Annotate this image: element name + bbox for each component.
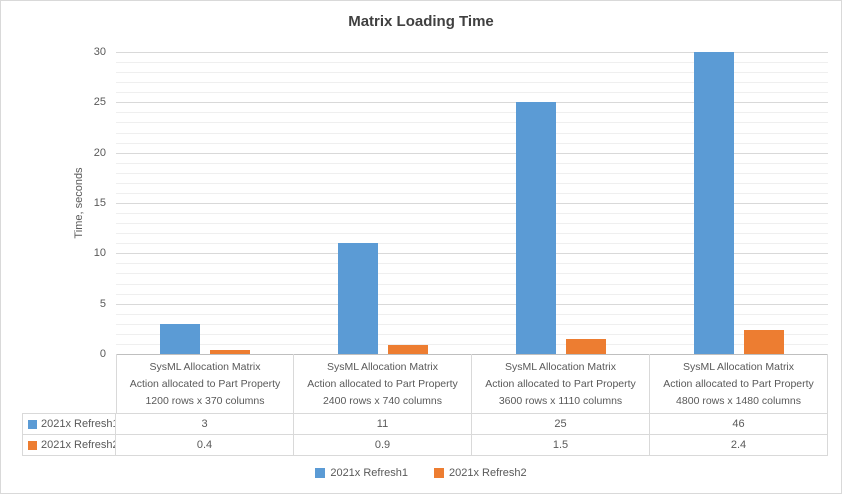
chart-bar[interactable]	[566, 339, 606, 354]
gridline-minor	[116, 344, 828, 345]
chart-bar[interactable]	[210, 350, 250, 354]
gridline-minor	[116, 334, 828, 335]
category-label-line: SysML Allocation Matrix	[682, 361, 795, 373]
gridline-minor	[116, 193, 828, 194]
gridline-minor	[116, 143, 828, 144]
data-table-value: 25	[472, 414, 650, 435]
chart-bar[interactable]	[744, 330, 784, 354]
gridline-minor	[116, 82, 828, 83]
gridline-minor	[116, 223, 828, 224]
category-label-line: SysML Allocation Matrix	[504, 361, 617, 373]
chart-bar[interactable]	[694, 52, 734, 354]
chart-bar[interactable]	[338, 243, 378, 354]
category-label: SysML Allocation Matrix Action allocated …	[116, 354, 294, 414]
gridline-minor	[116, 284, 828, 285]
data-table-value: 1.5	[472, 435, 650, 456]
gridline-minor	[116, 173, 828, 174]
category-label-line: Action allocated to Part Property	[663, 378, 814, 390]
gridline-minor	[116, 62, 828, 63]
gridline-minor	[116, 213, 828, 214]
legend-label: 2021x Refresh1	[330, 467, 408, 479]
category-label-line: 4800 rows x 1480 columns	[676, 395, 801, 407]
y-tick-label: 25	[93, 96, 106, 108]
gridline-minor	[116, 183, 828, 184]
chart-bar[interactable]	[388, 345, 428, 354]
gridline-minor	[116, 324, 828, 325]
category-label: SysML Allocation Matrix Action allocated …	[294, 354, 472, 414]
series-name: 2021x Refresh2	[41, 439, 116, 451]
gridline-minor	[116, 112, 828, 113]
category-label-line: Action allocated to Part Property	[485, 378, 636, 390]
chart-bar[interactable]	[160, 324, 200, 354]
category-label-line: SysML Allocation Matrix	[149, 361, 261, 373]
category-label: SysML Allocation Matrix Action allocated …	[472, 354, 650, 414]
gridline-minor	[116, 314, 828, 315]
y-tick-label: 5	[99, 298, 106, 310]
data-table-value: 0.9	[294, 435, 472, 456]
category-label-line: SysML Allocation Matrix	[326, 361, 439, 373]
data-table: SysML Allocation Matrix Action allocated …	[22, 354, 828, 456]
data-table-value: 11	[294, 414, 472, 435]
gridline-minor	[116, 243, 828, 244]
gridline-minor	[116, 233, 828, 234]
gridline-minor	[116, 163, 828, 164]
series-name: 2021x Refresh1	[41, 418, 116, 430]
series-key-swatch-icon	[28, 440, 37, 450]
series-key-swatch-icon	[28, 419, 37, 429]
legend-swatch-icon	[434, 468, 444, 478]
gridline-minor	[116, 72, 828, 73]
legend: 2021x Refresh1 2021x Refresh2	[1, 463, 841, 483]
gridline-major	[116, 52, 828, 53]
y-tick-label: 20	[93, 147, 106, 159]
gridline-major	[116, 253, 828, 254]
category-label-line: Action allocated to Part Property	[307, 378, 458, 390]
plot-area	[116, 52, 828, 355]
data-table-series-header: 2021x Refresh2	[22, 435, 116, 456]
category-label-line: 3600 rows x 1110 columns	[498, 395, 623, 407]
gridline-major	[116, 102, 828, 103]
data-table-value: 3	[116, 414, 294, 435]
gridline-minor	[116, 294, 828, 295]
chart-title: Matrix Loading Time	[348, 13, 494, 30]
gridline-minor	[116, 263, 828, 264]
data-table-value: 46	[650, 414, 828, 435]
category-label: SysML Allocation Matrix Action allocated …	[650, 354, 828, 414]
category-label-line: 1200 rows x 370 columns	[145, 395, 265, 407]
data-table-value: 2.4	[650, 435, 828, 456]
y-tick-label: 10	[93, 247, 106, 259]
legend-swatch-icon	[315, 468, 326, 478]
gridline-minor	[116, 122, 828, 123]
chart-bar[interactable]	[516, 102, 556, 354]
legend-item[interactable]: 2021x Refresh2	[434, 467, 527, 479]
data-table-corner-cell	[22, 354, 116, 414]
gridline-major	[116, 203, 828, 204]
legend-item[interactable]: 2021x Refresh1	[315, 467, 408, 479]
y-tick-label: 30	[93, 46, 106, 58]
gridline-minor	[116, 133, 828, 134]
y-tick-label: 15	[93, 197, 106, 209]
y-tick-label: 0	[99, 348, 106, 360]
category-label-line: Action allocated to Part Property	[129, 378, 281, 390]
gridline-minor	[116, 273, 828, 274]
legend-label: 2021x Refresh2	[449, 467, 527, 479]
gridline-minor	[116, 92, 828, 93]
data-table-series-header: 2021x Refresh1	[22, 414, 116, 435]
data-table-value: 0.4	[116, 435, 294, 456]
gridline-major	[116, 304, 828, 305]
gridline-major	[116, 153, 828, 154]
category-label-line: 2400 rows x 740 columns	[322, 395, 443, 407]
